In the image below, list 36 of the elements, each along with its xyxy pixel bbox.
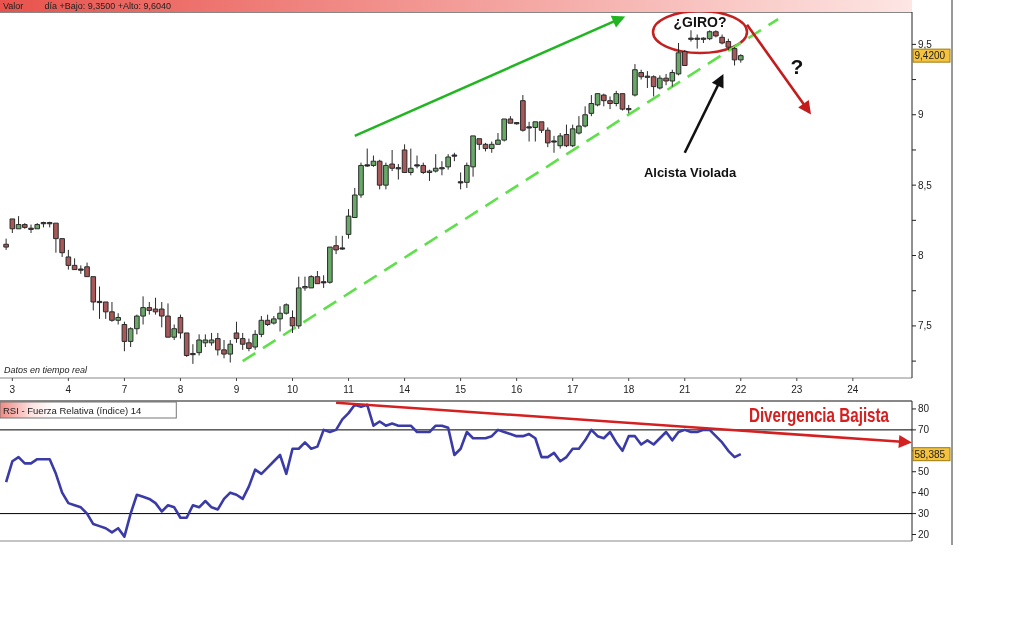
x-tick-label: 3 [9, 384, 16, 395]
y-tick-label: 9,5 [918, 38, 933, 50]
y-tick-label: 80 [918, 403, 930, 415]
x-tick-label: 9 [233, 384, 240, 395]
x-tick-label: 15 [455, 384, 467, 395]
candlestick [3, 238, 9, 251]
y-tick-label: 9 [918, 109, 924, 121]
x-tick-label: 8 [177, 384, 184, 395]
x-tick-label: 21 [679, 384, 691, 395]
annotation: ¿GIRO? [673, 13, 727, 30]
x-tick-label: 11 [343, 384, 355, 395]
x-tick-label: 23 [791, 384, 803, 395]
annotation: Datos en tiempo real [4, 365, 89, 375]
x-tick-label: 7 [121, 384, 128, 395]
chart-subtitle: día +Bajo: 9,3500 +Alto: 9,6040 [44, 1, 172, 11]
x-tick-label: 10 [286, 384, 299, 395]
annotation: 9,4200 [914, 50, 946, 62]
y-tick-label: 50 [918, 466, 930, 478]
y-tick-label: 8,5 [918, 179, 933, 191]
x-tick-label: 16 [511, 384, 523, 395]
y-tick-label: 7,5 [918, 320, 933, 332]
x-tick-label: 4 [65, 384, 72, 395]
annotation: Alcista Violada [643, 164, 737, 180]
x-tick-label: 17 [567, 384, 579, 395]
y-tick-label: 20 [918, 529, 930, 541]
x-tick-label: 24 [847, 384, 859, 395]
x-tick-label: 22 [735, 384, 747, 395]
x-tick-label: 14 [399, 384, 411, 395]
chart-title: Valor [3, 1, 24, 11]
y-tick-label: 40 [918, 487, 930, 499]
y-tick-label: 30 [918, 508, 930, 520]
annotation: 58,385 [914, 448, 946, 460]
x-tick-label: 18 [623, 384, 635, 395]
text: RSI - Fuerza Relativa (índice) 14 [3, 405, 142, 416]
y-tick-label: 70 [918, 424, 930, 436]
y-tick-label: 8 [918, 250, 924, 262]
